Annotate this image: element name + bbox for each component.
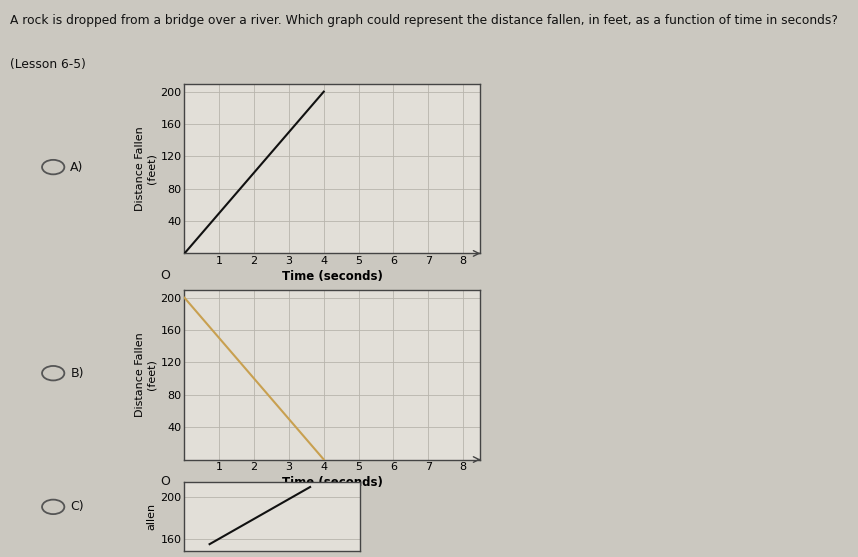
X-axis label: Time (seconds): Time (seconds) xyxy=(282,270,383,284)
Text: A): A) xyxy=(70,160,84,174)
Text: O: O xyxy=(160,475,170,488)
Text: A rock is dropped from a bridge over a river. Which graph could represent the di: A rock is dropped from a bridge over a r… xyxy=(10,14,838,27)
Y-axis label: Distance Fallen
(feet): Distance Fallen (feet) xyxy=(135,332,156,417)
Y-axis label: allen: allen xyxy=(147,503,156,530)
Text: C): C) xyxy=(70,500,84,514)
Text: (Lesson 6-5): (Lesson 6-5) xyxy=(10,58,86,71)
Y-axis label: Distance Fallen
(feet): Distance Fallen (feet) xyxy=(135,126,156,211)
Text: B): B) xyxy=(70,367,84,380)
Text: O: O xyxy=(160,268,170,282)
X-axis label: Time (seconds): Time (seconds) xyxy=(282,476,383,490)
